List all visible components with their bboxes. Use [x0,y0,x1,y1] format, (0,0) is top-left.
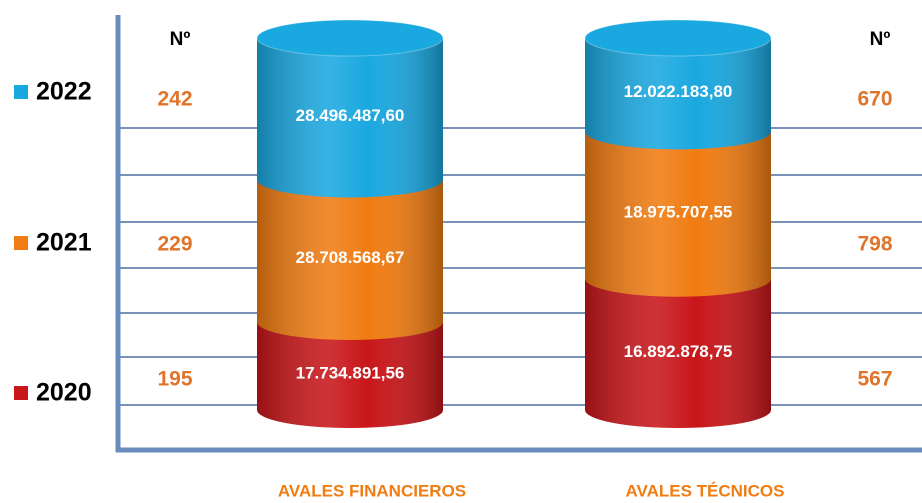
count-label: 229 [157,233,192,256]
legend-label: 2020 [36,379,92,407]
axes [115,15,922,453]
bar-shade [257,179,443,340]
value-label: 12.022.183,80 [624,82,733,101]
bar-shade [585,131,771,297]
legend-swatch [14,386,28,400]
value-label: 18.975.707,55 [624,203,733,222]
bar-top [584,19,772,57]
value-label: 28.708.568,67 [296,248,405,267]
value-label: 28.496.487,60 [296,106,405,125]
legend-swatch [14,85,28,99]
count-label: 195 [157,368,192,391]
category-label: AVALES FINANCIEROS [278,481,466,500]
bar-shade [257,38,443,198]
legend-label: 2022 [36,78,92,106]
category-label: AVALES TÉCNICOS [626,481,785,500]
count-label: 242 [157,88,192,111]
grid [120,127,922,406]
bar-shade [585,38,771,150]
count-header: Nº [170,29,191,50]
value-label: 17.734.891,56 [296,363,405,382]
bar-top [256,19,444,57]
bar-shade [257,321,443,428]
count-label: 798 [857,233,892,256]
bar-shade [585,278,771,428]
count-label: 670 [857,88,892,111]
value-label: 16.892.878,75 [624,342,733,361]
legend-swatch [14,236,28,250]
count-header: Nº [870,29,891,50]
legend-label: 2021 [36,229,92,257]
count-label: 567 [857,368,892,391]
